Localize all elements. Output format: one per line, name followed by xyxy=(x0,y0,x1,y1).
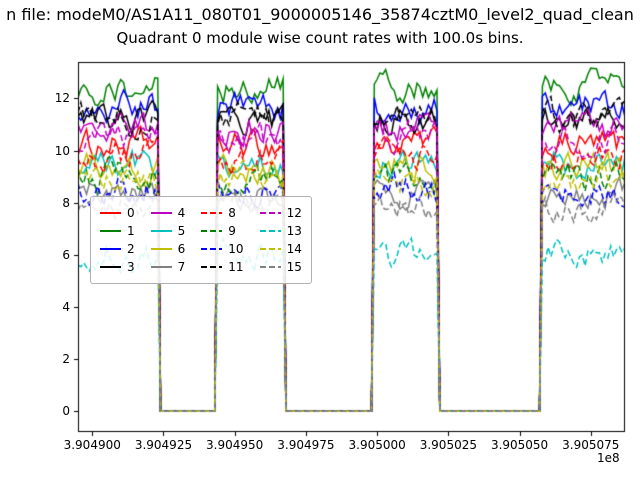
legend-dashed-line-sample xyxy=(201,212,223,214)
y-tick-label: 8 xyxy=(62,195,70,210)
legend-entry-11: 11 xyxy=(201,260,244,274)
legend-entry-7: 7 xyxy=(150,260,186,274)
legend-entry-8: 8 xyxy=(201,206,243,220)
legend-label: 6 xyxy=(177,242,186,256)
x-tick-label: 3.905050 xyxy=(490,438,549,452)
legend-solid-line-sample xyxy=(150,212,172,214)
legend-dashed-line-sample xyxy=(259,248,281,250)
y-tick-label: 6 xyxy=(62,247,70,262)
legend-entry-13: 13 xyxy=(259,224,302,238)
legend-label: 3 xyxy=(127,260,135,274)
legend-label: 13 xyxy=(286,224,302,238)
legend-label: 5 xyxy=(177,224,186,238)
y-tick-label: 0 xyxy=(62,404,70,419)
x-tick-label: 3.904950 xyxy=(206,438,264,452)
legend: 0 1 2 3 4 5 6 7 8 9 10 11 12 13 14 15 xyxy=(90,196,312,284)
legend-dashed-line-sample xyxy=(201,230,223,232)
legend-solid-line-sample xyxy=(100,266,121,268)
legend-label: 11 xyxy=(228,260,244,274)
legend-entry-14: 14 xyxy=(259,242,302,256)
legend-dashed-line-sample xyxy=(259,266,281,268)
legend-dashed-line-sample xyxy=(259,230,281,232)
x-tick-label: 3.904975 xyxy=(277,438,335,452)
x-tick-label: 3.905000 xyxy=(348,438,406,452)
legend-solid-line-sample xyxy=(100,230,121,232)
legend-label: 1 xyxy=(127,224,135,238)
legend-label: 8 xyxy=(228,206,236,220)
legend-label: 12 xyxy=(286,206,302,220)
legend-label: 2 xyxy=(127,242,135,256)
legend-label: 7 xyxy=(177,260,186,274)
legend-entry-5: 5 xyxy=(150,224,186,238)
axes-title: Quadrant 0 module wise count rates with … xyxy=(116,29,524,47)
legend-label: 0 xyxy=(127,206,135,220)
y-tick-label: 4 xyxy=(62,299,70,314)
legend-entry-10: 10 xyxy=(201,242,244,256)
legend-dashed-line-sample xyxy=(201,266,223,268)
figure-suptitle: n file: modeM0/AS1A11_080T01_9000005146_… xyxy=(6,5,634,24)
legend-entry-0: 0 xyxy=(100,206,135,220)
legend-dashed-line-sample xyxy=(201,248,223,250)
x-tick-label: 3.905025 xyxy=(419,438,477,452)
legend-entry-12: 12 xyxy=(259,206,302,220)
legend-entry-1: 1 xyxy=(100,224,135,238)
x-tick-label: 3.904900 xyxy=(63,438,121,452)
legend-label: 10 xyxy=(228,242,244,256)
legend-label: 4 xyxy=(177,206,186,220)
y-tick-label: 10 xyxy=(54,143,70,158)
y-tick-label: 12 xyxy=(54,91,70,106)
legend-solid-line-sample xyxy=(150,266,172,268)
legend-label: 14 xyxy=(286,242,302,256)
legend-solid-line-sample xyxy=(150,248,172,250)
x-axis-offset-label: 1e8 xyxy=(597,451,620,465)
legend-solid-line-sample xyxy=(100,212,121,214)
x-tick-label: 3.904925 xyxy=(134,438,193,452)
legend-entry-2: 2 xyxy=(100,242,135,256)
legend-entry-15: 15 xyxy=(259,260,302,274)
legend-entry-3: 3 xyxy=(100,260,135,274)
y-tick-label: 2 xyxy=(62,352,70,367)
legend-entry-9: 9 xyxy=(201,224,243,238)
legend-label: 15 xyxy=(286,260,302,274)
x-tick-label: 3.905075 xyxy=(562,438,620,452)
legend-solid-line-sample xyxy=(150,230,172,232)
legend-dashed-line-sample xyxy=(259,212,281,214)
legend-entry-4: 4 xyxy=(150,206,186,220)
legend-solid-line-sample xyxy=(100,248,121,250)
legend-label: 9 xyxy=(228,224,236,238)
legend-entry-6: 6 xyxy=(150,242,186,256)
